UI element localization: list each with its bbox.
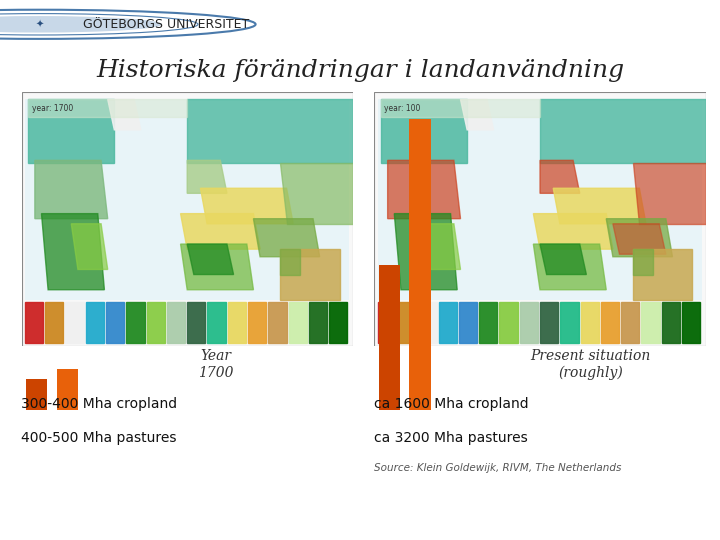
Polygon shape: [540, 160, 580, 193]
Polygon shape: [381, 99, 540, 117]
Polygon shape: [181, 214, 260, 249]
Polygon shape: [553, 188, 646, 224]
Polygon shape: [147, 302, 165, 343]
Polygon shape: [459, 302, 477, 343]
Polygon shape: [438, 302, 456, 343]
Polygon shape: [601, 302, 619, 343]
Polygon shape: [580, 302, 599, 343]
Polygon shape: [633, 249, 652, 274]
Polygon shape: [86, 302, 104, 343]
Polygon shape: [280, 249, 300, 274]
Polygon shape: [633, 163, 706, 224]
Circle shape: [0, 16, 162, 32]
Polygon shape: [329, 302, 348, 343]
Polygon shape: [398, 302, 416, 343]
Text: (roughly): (roughly): [558, 365, 623, 380]
Polygon shape: [228, 302, 246, 343]
Polygon shape: [106, 302, 125, 343]
Polygon shape: [642, 302, 660, 343]
Text: ENVIRONMENTAL ECONOMICS UNIT, DEPARTMENT OF ECONOMICS  |  MARTIN PERSSON      20: ENVIRONMENTAL ECONOMICS UNIT, DEPARTMENT…: [130, 507, 590, 516]
Polygon shape: [682, 302, 701, 343]
Polygon shape: [280, 249, 340, 300]
Bar: [57, 369, 78, 410]
Polygon shape: [207, 302, 226, 343]
Polygon shape: [540, 244, 586, 274]
Polygon shape: [540, 99, 706, 163]
Text: Present situation: Present situation: [530, 349, 651, 363]
Polygon shape: [248, 302, 266, 343]
Polygon shape: [66, 302, 84, 343]
Text: ca 1600 Mha cropland: ca 1600 Mha cropland: [374, 397, 528, 411]
Polygon shape: [381, 99, 467, 163]
Polygon shape: [28, 99, 114, 163]
Polygon shape: [187, 302, 205, 343]
Polygon shape: [126, 302, 145, 343]
Polygon shape: [253, 219, 320, 256]
Polygon shape: [606, 219, 672, 256]
Polygon shape: [520, 302, 538, 343]
Text: ✦: ✦: [35, 19, 44, 29]
Polygon shape: [534, 214, 613, 249]
Bar: [26, 379, 48, 410]
Polygon shape: [560, 302, 579, 343]
Text: 1700: 1700: [198, 366, 234, 380]
Polygon shape: [461, 99, 494, 130]
Text: 400-500 Mha pastures: 400-500 Mha pastures: [22, 431, 177, 446]
Text: ca 3200 Mha pastures: ca 3200 Mha pastures: [374, 431, 528, 446]
Polygon shape: [395, 214, 457, 290]
Polygon shape: [45, 302, 63, 343]
Polygon shape: [187, 244, 233, 274]
Bar: [25, 99, 349, 300]
Polygon shape: [167, 302, 185, 343]
Polygon shape: [269, 302, 287, 343]
Polygon shape: [42, 214, 104, 290]
Polygon shape: [387, 160, 461, 219]
Polygon shape: [71, 224, 108, 269]
Polygon shape: [424, 224, 461, 269]
Polygon shape: [378, 302, 396, 343]
Text: Source: Klein Goldewijk, RIVM, The Netherlands: Source: Klein Goldewijk, RIVM, The Nethe…: [374, 463, 621, 473]
Polygon shape: [25, 302, 43, 343]
Polygon shape: [479, 302, 498, 343]
Polygon shape: [540, 302, 558, 343]
Text: Historiska förändringar i landanvändning: Historiska förändringar i landanvändning: [96, 59, 624, 82]
Polygon shape: [613, 224, 666, 254]
Polygon shape: [108, 99, 141, 130]
Polygon shape: [633, 249, 693, 300]
Polygon shape: [662, 302, 680, 343]
Polygon shape: [181, 244, 253, 290]
Polygon shape: [289, 302, 307, 343]
Polygon shape: [187, 160, 227, 193]
Text: Year: Year: [200, 349, 232, 363]
Polygon shape: [500, 302, 518, 343]
Bar: [379, 265, 400, 410]
Text: 300-400 Mha cropland: 300-400 Mha cropland: [22, 397, 177, 411]
Polygon shape: [280, 163, 353, 224]
Polygon shape: [35, 160, 108, 219]
Polygon shape: [309, 302, 327, 343]
Text: GÖTEBORGS UNIVERSITET: GÖTEBORGS UNIVERSITET: [83, 18, 249, 31]
Bar: [378, 99, 702, 300]
Polygon shape: [187, 99, 353, 163]
Bar: [410, 119, 431, 410]
Text: year: 100: year: 100: [384, 105, 420, 113]
Polygon shape: [200, 188, 293, 224]
Polygon shape: [621, 302, 639, 343]
Polygon shape: [534, 244, 606, 290]
Text: year: 1700: year: 1700: [32, 105, 73, 113]
Polygon shape: [28, 99, 187, 117]
Polygon shape: [418, 302, 436, 343]
